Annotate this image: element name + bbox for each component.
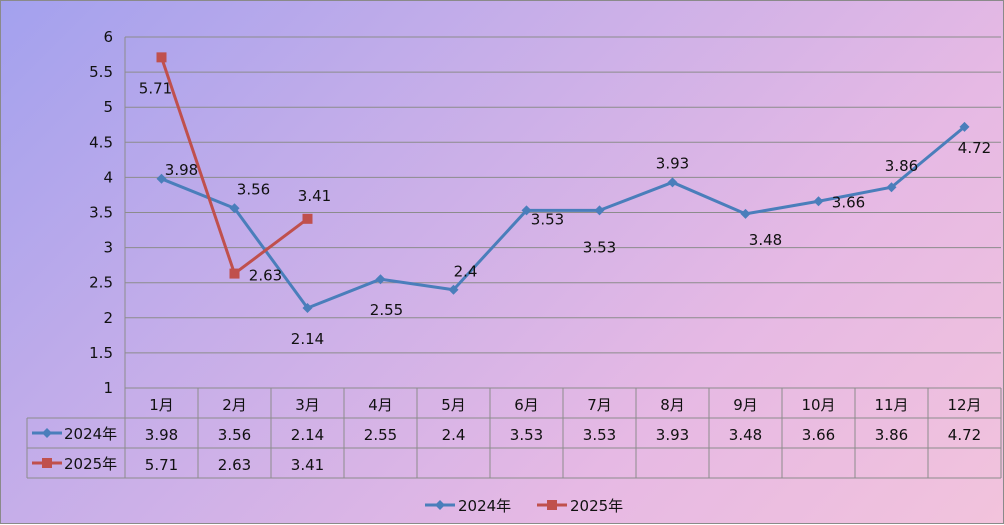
marker-0 [959,121,970,132]
marker-0 [156,173,167,184]
data-label: 3.86 [885,157,918,175]
table-cell: 2.55 [364,426,397,444]
y-tick-label: 2 [103,309,113,327]
table-cell: 4.72 [948,426,981,444]
y-tick-label: 5 [103,98,113,116]
x-tick-label: 8月 [660,396,685,414]
x-tick-label: 12月 [947,396,981,414]
y-tick-label: 1 [103,379,113,397]
y-tick-label: 3 [103,239,113,257]
marker-0 [740,208,751,219]
x-tick-label: 4月 [368,396,393,414]
data-label: 3.98 [165,161,198,179]
marker-1 [547,500,557,510]
x-tick-label: 9月 [733,396,758,414]
data-label: 3.53 [531,210,564,228]
marker-0 [813,196,824,207]
x-tick-label: 7月 [587,396,612,414]
marker-0 [375,274,386,285]
data-label: 2.4 [454,263,478,281]
x-tick-label: 11月 [874,396,908,414]
x-tick-label: 3月 [295,396,320,414]
table-cell: 3.66 [802,426,835,444]
marker-1 [229,268,240,279]
marker-0 [886,182,897,193]
marker-1 [302,213,313,224]
y-tick-label: 5.5 [89,63,113,81]
marker-0 [435,500,445,510]
x-tick-label: 10月 [801,396,835,414]
table-series-name: 2025年 [64,455,117,473]
legend-label: 2025年 [570,497,623,515]
data-label: 2.55 [370,301,403,319]
marker-0 [42,428,52,438]
y-tick-label: 4.5 [89,133,113,151]
table-cell: 5.71 [145,456,178,474]
marker-0 [448,284,459,295]
y-tick-label: 2.5 [89,274,113,292]
data-label: 2.63 [249,267,282,285]
data-label: 3.93 [656,154,689,172]
table-cell: 2.63 [218,456,251,474]
table-cell: 3.53 [583,426,616,444]
x-tick-label: 2月 [222,396,247,414]
table-cell: 2.4 [442,426,466,444]
data-label: 5.71 [139,79,172,97]
table-cell: 2.14 [291,426,324,444]
data-label: 2.14 [291,330,324,348]
data-label: 3.66 [832,193,865,211]
x-tick-label: 1月 [149,396,174,414]
table-cell: 3.53 [510,426,543,444]
series-line-0 [160,125,966,310]
x-tick-label: 6月 [514,396,539,414]
table-cell: 3.93 [656,426,689,444]
table-series-name: 2024年 [64,425,117,443]
data-label: 3.48 [749,231,782,249]
x-tick-label: 5月 [441,396,466,414]
marker-1 [156,52,167,63]
marker-0 [521,205,532,216]
legend-label: 2024年 [458,497,511,515]
y-tick-label: 6 [103,28,113,46]
y-tick-label: 3.5 [89,204,113,222]
y-tick-label: 1.5 [89,344,113,362]
marker-0 [594,205,605,216]
table-cell: 3.41 [291,456,324,474]
data-label: 4.72 [958,139,991,157]
marker-0 [667,177,678,188]
data-label: 3.53 [583,238,616,256]
marker-1 [42,458,52,468]
y-tick-label: 4 [103,168,113,186]
marker-0 [302,302,313,313]
table-cell: 3.48 [729,426,762,444]
data-label: 3.41 [298,187,331,205]
marker-0 [229,203,240,214]
data-label: 3.56 [237,180,270,198]
table-cell: 3.86 [875,426,908,444]
table-cell: 3.56 [218,426,251,444]
table-cell: 3.98 [145,426,178,444]
